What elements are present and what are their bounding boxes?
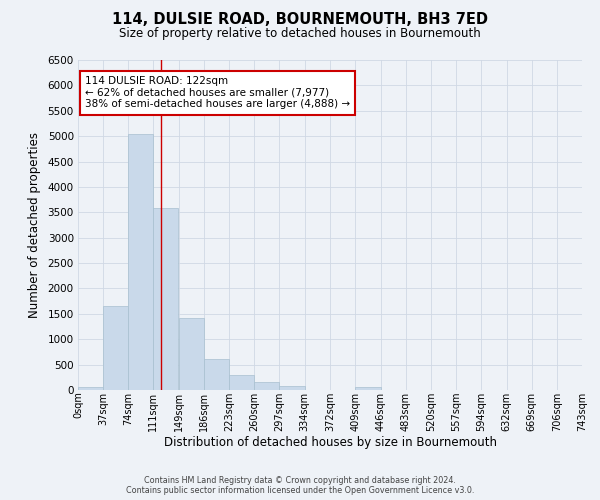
Bar xyxy=(254,382,280,390)
Bar xyxy=(229,375,254,390)
Bar xyxy=(204,359,229,390)
Text: 114, DULSIE ROAD, BOURNEMOUTH, BH3 7ED: 114, DULSIE ROAD, BOURNEMOUTH, BH3 7ED xyxy=(112,12,488,28)
Bar xyxy=(179,318,204,390)
Bar xyxy=(103,306,128,390)
Bar xyxy=(355,387,380,390)
Bar xyxy=(78,387,103,390)
Text: Contains HM Land Registry data © Crown copyright and database right 2024.: Contains HM Land Registry data © Crown c… xyxy=(144,476,456,485)
Text: Size of property relative to detached houses in Bournemouth: Size of property relative to detached ho… xyxy=(119,28,481,40)
Bar xyxy=(153,208,178,390)
Text: 114 DULSIE ROAD: 122sqm
← 62% of detached houses are smaller (7,977)
38% of semi: 114 DULSIE ROAD: 122sqm ← 62% of detache… xyxy=(85,76,350,110)
Bar xyxy=(128,134,153,390)
Bar xyxy=(280,386,305,390)
X-axis label: Distribution of detached houses by size in Bournemouth: Distribution of detached houses by size … xyxy=(163,436,497,450)
Y-axis label: Number of detached properties: Number of detached properties xyxy=(28,132,41,318)
Text: Contains public sector information licensed under the Open Government Licence v3: Contains public sector information licen… xyxy=(126,486,474,495)
